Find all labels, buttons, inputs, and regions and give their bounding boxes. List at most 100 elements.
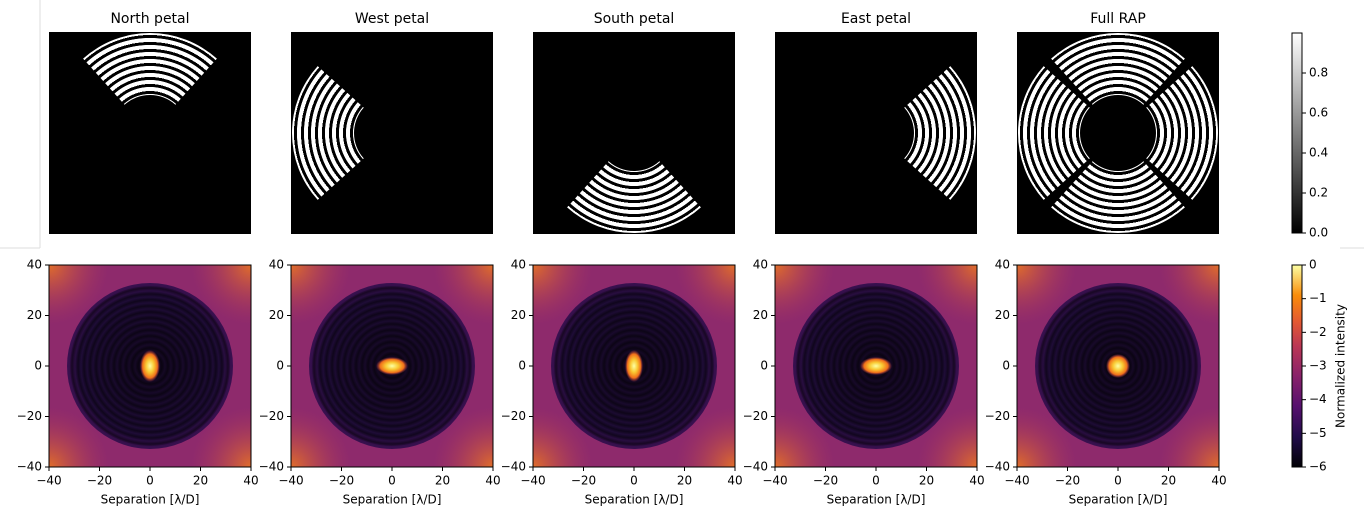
x-tick-label: 0 — [146, 474, 154, 488]
x-tick-label: −20 — [87, 474, 112, 488]
colorbar-tick-label: −1 — [1309, 291, 1327, 305]
y-tick-label: 0 — [34, 359, 42, 373]
colorbar-tick-label: 0.8 — [1309, 66, 1328, 80]
psf-halo — [917, 265, 977, 325]
y-tick-label: −20 — [985, 409, 1010, 423]
x-tick-label: 20 — [919, 474, 934, 488]
y-tick-label: 0 — [1002, 359, 1010, 373]
x-tick-label: −40 — [520, 474, 545, 488]
psf-halo — [49, 407, 109, 467]
colorbar-tick-label: 0.4 — [1309, 146, 1328, 160]
y-tick-label: 0 — [760, 359, 768, 373]
x-axis-label: Separation [λ/D] — [827, 493, 926, 507]
x-tick-label: −40 — [1004, 474, 1029, 488]
petal — [292, 66, 364, 200]
panel-title: West petal — [355, 11, 429, 27]
x-tick-label: 20 — [435, 474, 450, 488]
psf-halo — [291, 265, 351, 325]
y-tick-label: −40 — [985, 460, 1010, 474]
x-axis-label: Separation [λ/D] — [1069, 493, 1168, 507]
colorbar-tick-label: 0.0 — [1309, 226, 1328, 240]
petal — [567, 161, 701, 233]
x-tick-label: −40 — [762, 474, 787, 488]
psf-halo — [675, 265, 735, 325]
panel-title: East petal — [841, 11, 911, 27]
y-tick-label: −40 — [501, 460, 526, 474]
x-tick-label: 40 — [727, 474, 742, 488]
colorbar-tick-label: 0.6 — [1309, 106, 1328, 120]
colorbar-tick-label: −3 — [1309, 359, 1327, 373]
y-tick-label: 20 — [27, 308, 42, 322]
x-tick-label: 20 — [1161, 474, 1176, 488]
petal — [1018, 66, 1090, 200]
psf-halo — [191, 265, 251, 325]
psf-core — [625, 350, 643, 382]
y-tick-label: −40 — [743, 460, 768, 474]
y-tick-label: 0 — [518, 359, 526, 373]
petal — [1051, 161, 1185, 233]
psf-halo — [675, 407, 735, 467]
y-tick-label: 0 — [276, 359, 284, 373]
panel-title: South petal — [594, 11, 675, 27]
psf-halo — [433, 407, 493, 467]
y-tick-label: 20 — [753, 308, 768, 322]
colorbar-tick-label: 0 — [1309, 258, 1317, 272]
x-tick-label: −40 — [278, 474, 303, 488]
y-tick-label: 20 — [511, 308, 526, 322]
psf-halo — [433, 265, 493, 325]
colorbar-tick-label: −5 — [1309, 426, 1327, 440]
psf-image — [49, 265, 251, 467]
psf-halo — [1159, 265, 1219, 325]
psf-image — [1017, 265, 1219, 467]
psf-core — [140, 350, 160, 382]
x-tick-label: 20 — [193, 474, 208, 488]
x-tick-label: −20 — [813, 474, 838, 488]
psf-halo — [775, 407, 835, 467]
y-tick-label: 40 — [511, 258, 526, 272]
x-axis-label: Separation [λ/D] — [343, 493, 442, 507]
y-tick-label: 40 — [269, 258, 284, 272]
y-tick-label: 40 — [753, 258, 768, 272]
y-tick-label: −20 — [17, 409, 42, 423]
colorbar-tick-label: 0.2 — [1309, 186, 1328, 200]
psf-halo — [1017, 407, 1077, 467]
y-tick-label: −40 — [259, 460, 284, 474]
x-tick-label: −20 — [571, 474, 596, 488]
y-tick-label: 40 — [27, 258, 42, 272]
petal — [904, 66, 976, 200]
x-tick-label: 40 — [1211, 474, 1226, 488]
panel-title: Full RAP — [1090, 11, 1146, 27]
psf-halo — [775, 265, 835, 325]
psf-halo — [1017, 265, 1077, 325]
psf-image — [775, 265, 977, 467]
x-tick-label: 40 — [243, 474, 258, 488]
x-tick-label: −20 — [1055, 474, 1080, 488]
y-tick-label: −20 — [259, 409, 284, 423]
colorbar — [1291, 32, 1303, 234]
x-tick-label: 0 — [388, 474, 396, 488]
y-tick-label: −20 — [743, 409, 768, 423]
psf-halo — [917, 407, 977, 467]
y-tick-label: −40 — [17, 460, 42, 474]
y-tick-label: −20 — [501, 409, 526, 423]
colorbar-label: Normalized intensity — [1334, 304, 1348, 428]
psf-core — [376, 357, 408, 375]
x-tick-label: 40 — [969, 474, 984, 488]
petal — [1146, 66, 1218, 200]
y-tick-label: 20 — [995, 308, 1010, 322]
psf-image — [533, 265, 735, 467]
x-tick-label: −40 — [36, 474, 61, 488]
colorbar-tick-label: −2 — [1309, 325, 1327, 339]
petal — [1051, 32, 1185, 105]
psf-halo — [191, 407, 251, 467]
colorbar — [1291, 264, 1303, 468]
psf-halo — [49, 265, 109, 325]
x-tick-label: 20 — [677, 474, 692, 488]
panel-title: North petal — [110, 11, 189, 27]
petal — [83, 33, 217, 105]
psf-halo — [533, 265, 593, 325]
colorbar-tick-label: −4 — [1309, 392, 1327, 406]
y-tick-label: 20 — [269, 308, 284, 322]
x-tick-label: 0 — [1114, 474, 1122, 488]
